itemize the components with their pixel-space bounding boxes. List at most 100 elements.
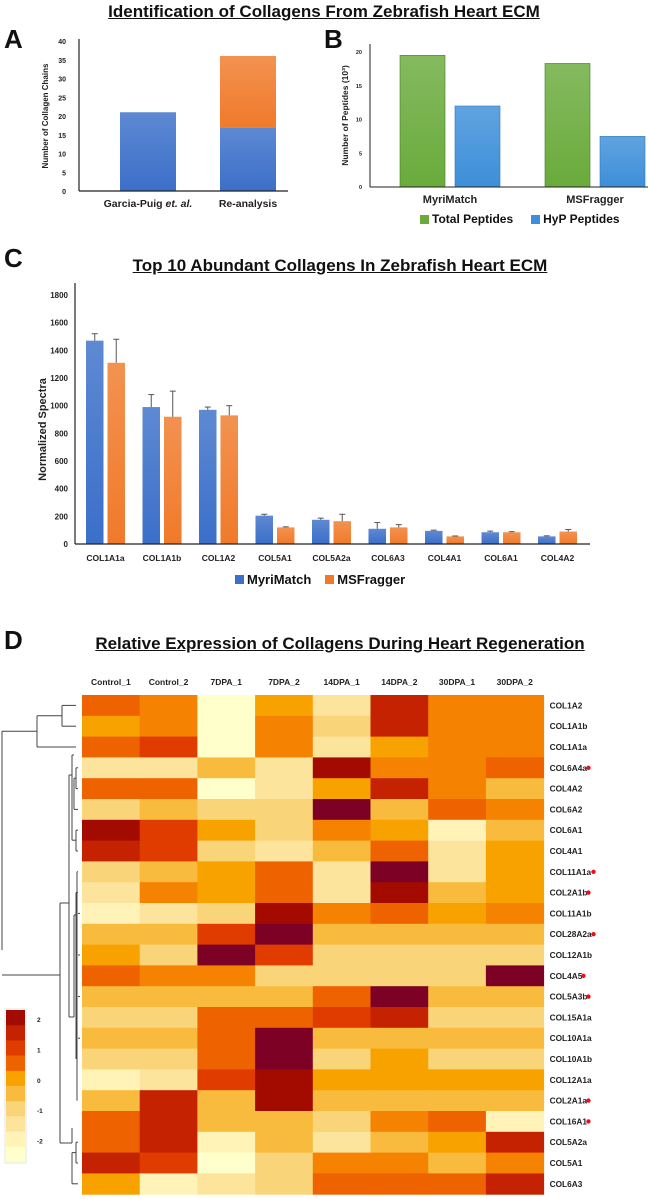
row-label: COL10A1a <box>550 1033 592 1043</box>
heatmap-cell <box>370 1090 429 1112</box>
bar-myrimatch-col1a1b <box>142 407 160 544</box>
heatmap-cell <box>370 986 429 1008</box>
y-tick-label: 1400 <box>50 346 68 355</box>
heatmap-cell <box>255 1048 314 1070</box>
heatmap-cell <box>255 778 314 800</box>
color-scale-label: -2 <box>37 1139 43 1146</box>
heatmap-cell <box>139 944 198 966</box>
legend-swatch-msfragger <box>325 575 335 584</box>
heatmap-cell <box>485 1152 545 1174</box>
heatmap-cell <box>428 1152 487 1174</box>
significance-dot <box>581 973 586 978</box>
chart-b-peptides: 0 5 10 15 20 Number of Peptides (10³) MyriMatc… <box>340 44 648 206</box>
heatmap-cell <box>197 1007 256 1029</box>
row-label: COL4A1 <box>550 846 583 856</box>
heatmap-cell <box>312 944 371 966</box>
heatmap-cell <box>370 819 429 842</box>
heatmap-cell <box>312 1152 371 1174</box>
column-label: 7DPA_1 <box>211 677 243 687</box>
heatmap-cell <box>312 923 371 946</box>
heatmap-cell <box>139 695 198 717</box>
heatmap-cell <box>197 923 256 946</box>
y-tick-label: 200 <box>55 512 69 521</box>
bar-myrimatch-col1a1a <box>86 340 104 544</box>
heatmap-cell <box>312 903 371 925</box>
heatmap-cell <box>485 944 545 966</box>
y-tick-label: 0 <box>62 189 66 196</box>
heatmap-cell <box>485 861 545 883</box>
y-tick-label: 5 <box>62 170 66 177</box>
y-tick-label: 1600 <box>50 319 68 328</box>
heatmap-cell <box>428 1111 487 1133</box>
legend-label-total-peptides: Total Peptides <box>432 212 514 226</box>
bar-msfragger-col5a2a <box>333 521 351 544</box>
heatmap-cell <box>82 1111 141 1133</box>
row-label: COL5A1 <box>550 1158 583 1168</box>
heatmap-cell <box>312 1007 371 1029</box>
heatmap-cell <box>197 840 256 862</box>
y-tick-label: 10 <box>58 152 66 159</box>
heatmap-cell <box>485 695 545 717</box>
heatmap-cell <box>82 944 141 966</box>
heatmap-cell <box>428 1090 487 1112</box>
heatmap-cell <box>428 944 487 966</box>
heatmap-cell <box>428 736 487 758</box>
heatmap-cell <box>197 861 256 883</box>
heatmap-cell <box>139 1152 198 1174</box>
y-tick-label: 20 <box>356 50 362 56</box>
chart-c-legend: MyriMatch MSFragger <box>235 572 405 587</box>
column-label: 7DPA_2 <box>268 677 300 687</box>
x-tick-label: COL4A1 <box>428 553 462 563</box>
heatmap-cell <box>312 695 371 717</box>
y-tick-label: 15 <box>58 133 66 140</box>
heatmap-cell <box>312 1131 371 1154</box>
y-tick-label: 0 <box>64 540 69 549</box>
heatmap-cell <box>370 715 429 738</box>
heatmap-cell <box>428 757 487 779</box>
heatmap-cell <box>82 923 141 946</box>
legend-item-myrimatch: MyriMatch <box>235 572 311 587</box>
x-tick-label: COL5A2a <box>312 553 351 563</box>
row-label: COL4A5 <box>550 971 583 981</box>
heatmap-cell <box>139 903 198 925</box>
heatmap-cell <box>255 1027 314 1050</box>
heatmap-cell <box>312 1048 371 1070</box>
column-label: 30DPA_1 <box>439 677 475 687</box>
heatmap-cell <box>139 1007 198 1029</box>
heatmap-cell <box>255 1173 314 1195</box>
color-scale-swatch <box>6 1116 25 1132</box>
heatmap-cell <box>312 778 371 800</box>
heatmap-cell <box>485 840 545 862</box>
color-scale-label: 0 <box>37 1078 41 1085</box>
heatmap-cell <box>255 1069 314 1091</box>
bar-myrimatch-col4a2 <box>538 536 556 544</box>
heatmap-cell <box>139 736 198 758</box>
heatmap-cell <box>312 1027 371 1050</box>
y-tick-label: 10 <box>356 118 362 124</box>
panel-label-d: D <box>4 625 23 655</box>
heatmap-cell <box>485 903 545 925</box>
significance-dot <box>591 869 596 874</box>
heatmap-cell <box>139 923 198 946</box>
heatmap-cell <box>82 799 141 821</box>
heatmap-cell <box>255 861 314 883</box>
heatmap-cell <box>428 715 487 738</box>
heatmap-cell <box>255 757 314 779</box>
color-scale-swatch <box>6 1055 25 1072</box>
heatmap-cell <box>82 903 141 925</box>
heatmap-cell <box>370 1069 429 1091</box>
heatmap-cell <box>197 819 256 842</box>
y-tick-label: 25 <box>58 95 66 102</box>
color-scale-swatch <box>6 1086 25 1102</box>
heatmap-cell <box>370 1173 429 1195</box>
heatmap-cell <box>428 1131 487 1154</box>
bar-msfragger-col1a1a <box>107 362 125 544</box>
bar-msfragger-col4a1 <box>446 536 464 544</box>
heatmap-cell <box>485 715 545 738</box>
heatmap-cell <box>485 1173 545 1195</box>
heatmap-cell <box>82 1027 141 1050</box>
color-scale-swatch <box>6 1010 25 1026</box>
row-label: COL5A3b <box>550 992 588 1002</box>
column-label: 30DPA_2 <box>497 677 533 687</box>
color-scale-swatch <box>6 1146 25 1163</box>
